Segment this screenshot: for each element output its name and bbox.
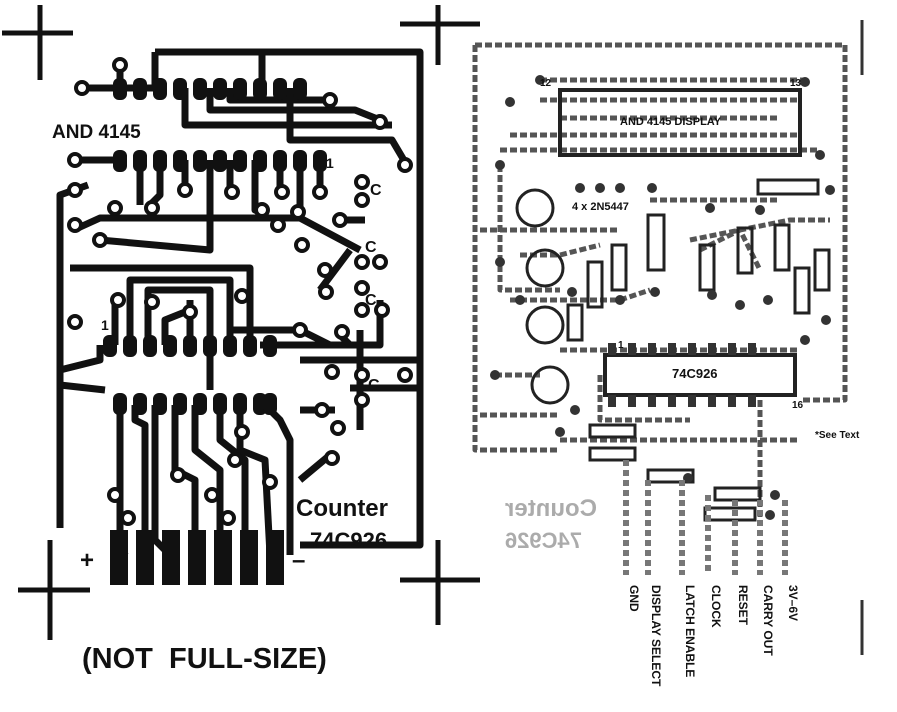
pin-12-label: 12	[540, 78, 552, 89]
not-full-size-note: (NOT FULL-SIZE)	[82, 643, 327, 675]
conn-display-select: DISPLAY SELECT	[649, 585, 663, 687]
left-pin1-bottom: 1	[101, 317, 109, 333]
conn-carry-out: CARRY OUT	[761, 585, 775, 656]
left-board-pads	[103, 78, 327, 585]
counter-ic-label: 74C926	[672, 366, 718, 381]
conn-clock: CLOCK	[709, 585, 723, 628]
left-chip-label: AND 4145	[52, 122, 141, 143]
plus-terminal-label: +	[80, 547, 94, 574]
board-title-line1: Counter	[296, 495, 388, 522]
transistor-label: 4 x 2N5447	[572, 201, 629, 213]
pin-1-label: 1	[618, 340, 624, 351]
minus-terminal-label: –	[292, 547, 305, 574]
left-board-holes	[67, 57, 413, 526]
conn-latch-enable: LATCH ENABLE	[683, 585, 697, 677]
svg-text:74C926: 74C926	[505, 528, 582, 553]
right-board-chip-pins	[608, 343, 756, 407]
conn-gnd: GND	[627, 585, 641, 612]
conn-reset: RESET	[736, 585, 750, 626]
svg-text:Counter: Counter	[505, 495, 597, 522]
mirrored-title: Counter 74C926	[505, 495, 597, 553]
pin-16-label: 16	[792, 400, 804, 411]
board-title-line2: 74C926	[310, 528, 387, 553]
connection-labels: GND DISPLAY SELECT LATCH ENABLE CLOCK RE…	[627, 585, 800, 687]
cap-label-1: C	[370, 182, 382, 199]
display-label: AND 4145 DISPLAY	[620, 116, 722, 128]
cap-label-4: C	[368, 377, 380, 394]
cap-label-2: C	[365, 239, 377, 256]
right-board-components	[515, 88, 831, 522]
right-board-connector-wires	[623, 460, 788, 575]
right-board-traces	[472, 42, 848, 520]
right-board-pads	[490, 75, 835, 520]
cap-label-3: C	[365, 292, 377, 309]
registration-marks	[2, 5, 480, 640]
see-text-note: *See Text	[815, 430, 860, 441]
left-pin1-top: 1	[326, 155, 334, 171]
conn-supply: 3V–6V	[786, 585, 800, 621]
pin-13-label: 13	[790, 78, 802, 89]
